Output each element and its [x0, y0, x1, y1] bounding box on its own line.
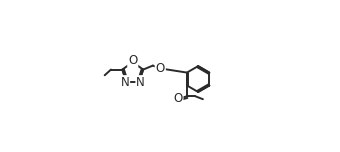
Text: O: O [173, 92, 183, 105]
Text: O: O [128, 54, 137, 67]
Text: N: N [120, 76, 129, 89]
Text: N: N [136, 76, 145, 89]
Text: O: O [156, 62, 165, 75]
